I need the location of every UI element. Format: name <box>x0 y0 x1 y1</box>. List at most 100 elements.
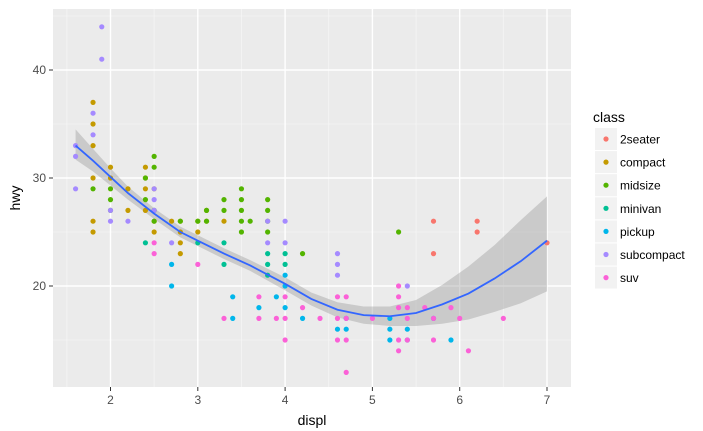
data-point <box>369 315 375 321</box>
data-point <box>125 186 131 192</box>
data-point <box>221 240 227 246</box>
data-point <box>90 143 96 149</box>
x-tick-label: 7 <box>544 393 551 407</box>
data-point <box>238 218 245 224</box>
smooth-line <box>74 144 548 318</box>
data-point <box>282 218 288 224</box>
data-point <box>142 186 149 192</box>
data-point <box>343 326 349 332</box>
data-point <box>195 229 201 235</box>
legend-label: compact <box>620 156 666 170</box>
data-point <box>125 218 131 224</box>
data-point <box>107 164 114 170</box>
data-point <box>90 121 96 127</box>
legend-label: 2seater <box>620 133 660 147</box>
data-point <box>334 251 341 257</box>
legend-item-pickup: pickup <box>595 220 655 243</box>
legend-item-2seater: 2seater <box>595 128 660 150</box>
x-axis-title: displ <box>298 412 327 428</box>
data-point <box>230 315 236 321</box>
data-point <box>404 305 410 311</box>
legend-item-compact: compact <box>595 151 666 174</box>
smooth-confidence-band <box>75 129 547 326</box>
data-point <box>334 326 341 332</box>
data-point <box>256 315 262 321</box>
legend-title: class <box>593 109 625 125</box>
y-axis-title: hwy <box>7 186 23 211</box>
data-point <box>265 207 271 213</box>
data-point <box>457 315 463 321</box>
plot-panel <box>53 9 571 387</box>
data-point <box>256 294 262 300</box>
legend-label: midsize <box>620 179 661 193</box>
y-tick-label: 40 <box>33 63 47 77</box>
data-point <box>430 315 437 321</box>
data-point <box>203 218 210 224</box>
legend-key-icon <box>603 228 609 234</box>
data-point <box>151 218 157 224</box>
data-point <box>125 207 131 213</box>
data-point <box>282 261 288 267</box>
data-point <box>404 315 410 321</box>
data-point <box>265 218 271 224</box>
data-point <box>343 315 349 321</box>
data-point <box>221 218 227 224</box>
data-point <box>282 294 288 300</box>
data-point <box>256 305 262 311</box>
data-point <box>265 261 271 267</box>
data-point <box>169 240 175 246</box>
legend-key-icon <box>603 159 609 165</box>
data-point <box>395 229 402 235</box>
data-point <box>90 186 96 192</box>
data-point <box>282 305 288 311</box>
data-point <box>72 186 79 192</box>
data-point <box>387 326 393 332</box>
x-tick-label: 5 <box>369 393 376 407</box>
legend: class 2seater compact midsize minivan pickup… <box>593 109 685 289</box>
data-point <box>169 218 175 224</box>
data-point <box>500 315 506 321</box>
data-point <box>99 56 105 62</box>
legend-key-icon <box>603 205 609 211</box>
x-tick-label: 3 <box>194 393 201 407</box>
data-point <box>474 229 480 235</box>
data-point <box>334 272 341 278</box>
data-point <box>334 261 341 267</box>
data-point <box>343 369 349 375</box>
data-point <box>169 261 175 267</box>
data-point <box>265 197 271 203</box>
data-point <box>404 326 410 332</box>
data-point <box>395 305 402 311</box>
data-points <box>72 24 550 375</box>
data-point <box>169 283 175 289</box>
data-point <box>107 218 114 224</box>
data-point <box>282 272 288 278</box>
data-point <box>90 99 96 105</box>
data-point <box>90 229 96 235</box>
data-point <box>404 337 410 343</box>
data-point <box>343 294 349 300</box>
legend-key-icon <box>603 275 609 281</box>
data-point <box>404 283 410 289</box>
data-point <box>334 294 341 300</box>
data-point <box>230 294 236 300</box>
data-point <box>151 251 157 257</box>
data-point <box>99 24 105 30</box>
data-point <box>395 283 402 289</box>
data-point <box>90 175 96 181</box>
data-point <box>265 240 271 246</box>
data-point <box>299 315 306 321</box>
data-point <box>299 305 306 311</box>
data-point <box>448 305 454 311</box>
data-point <box>430 337 437 343</box>
data-point <box>387 337 393 343</box>
data-point <box>142 240 149 246</box>
data-point <box>265 229 271 235</box>
data-point <box>151 164 157 170</box>
data-point <box>221 315 227 321</box>
legend-item-midsize: midsize <box>595 174 661 197</box>
legend-label: suv <box>620 271 639 285</box>
data-point <box>151 240 157 246</box>
data-point <box>177 218 183 224</box>
